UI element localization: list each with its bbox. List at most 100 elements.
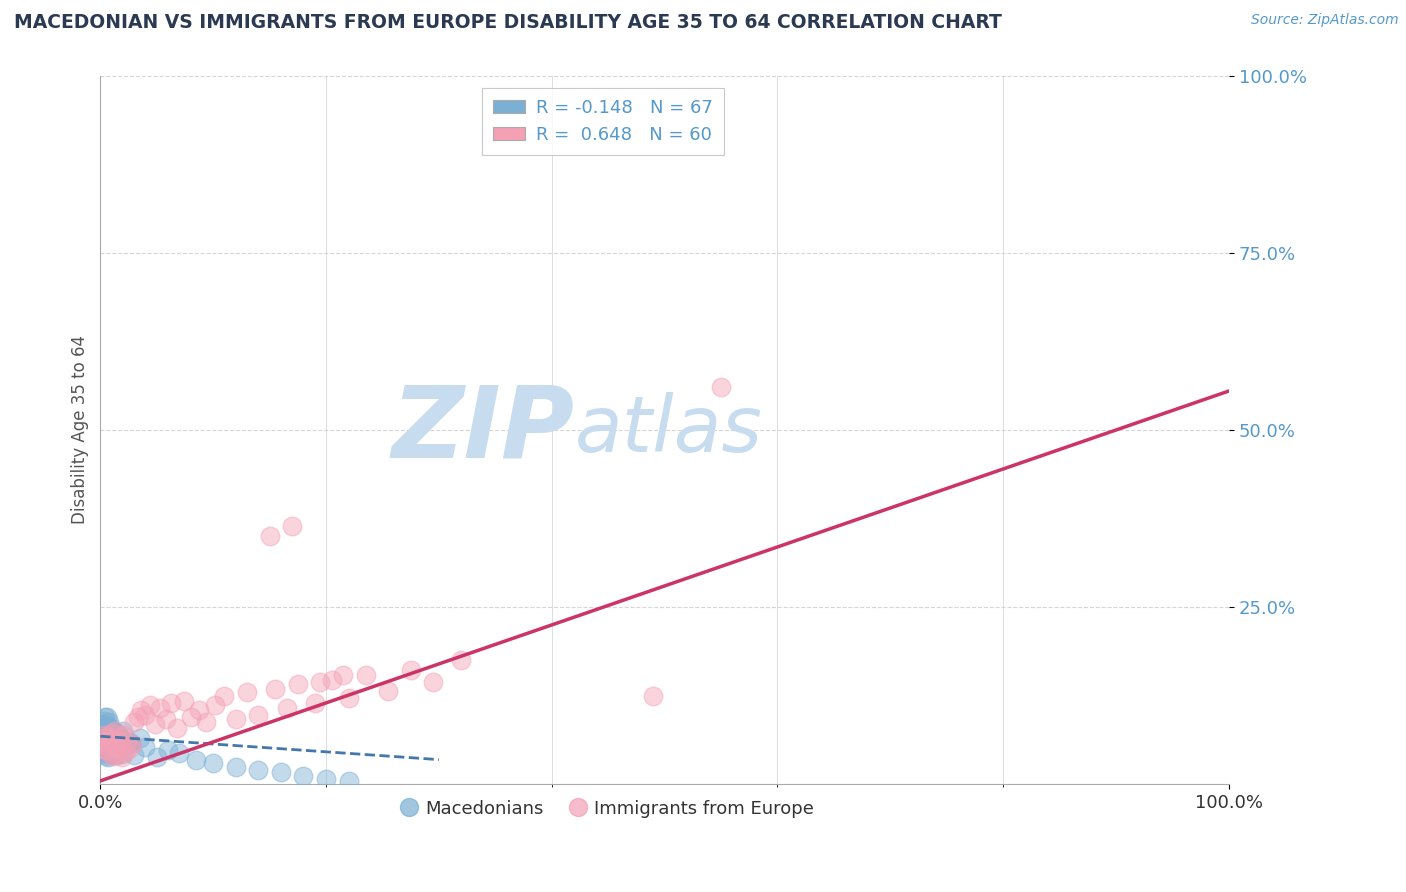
Point <box>96 722 118 736</box>
Point <box>108 739 131 753</box>
Point <box>96 743 118 757</box>
Point <box>214 689 236 703</box>
Point <box>93 724 115 739</box>
Point <box>149 701 172 715</box>
Point <box>100 747 122 761</box>
Point <box>120 736 142 750</box>
Point <box>134 708 156 723</box>
Point <box>93 746 115 760</box>
Point <box>225 760 247 774</box>
Point <box>90 735 112 749</box>
Point <box>121 737 143 751</box>
Point <box>103 729 125 743</box>
Point <box>127 710 149 724</box>
Point <box>118 740 141 755</box>
Point <box>104 725 127 739</box>
Point <box>292 769 315 783</box>
Point <box>173 694 195 708</box>
Point <box>281 518 304 533</box>
Point <box>91 742 114 756</box>
Point <box>143 717 166 731</box>
Point <box>105 731 128 745</box>
Point <box>94 733 117 747</box>
Point <box>93 740 115 755</box>
Point <box>103 736 125 750</box>
Point <box>93 729 115 743</box>
Point <box>321 673 343 687</box>
Point <box>180 710 202 724</box>
Point <box>94 721 117 735</box>
Point <box>309 674 332 689</box>
Point <box>90 721 112 735</box>
Point <box>236 685 259 699</box>
Point <box>332 667 354 681</box>
Point <box>105 747 128 762</box>
Point <box>98 729 121 743</box>
Point <box>93 714 115 728</box>
Point <box>91 731 114 746</box>
Point <box>104 724 127 739</box>
Point <box>166 721 188 735</box>
Point <box>94 743 117 757</box>
Point <box>100 732 122 747</box>
Point <box>111 750 134 764</box>
Point <box>110 730 132 744</box>
Point <box>111 723 134 738</box>
Point <box>276 701 298 715</box>
Point <box>103 742 125 756</box>
Point <box>304 696 326 710</box>
Point <box>100 733 122 747</box>
Point <box>110 732 132 747</box>
Point <box>287 677 309 691</box>
Point <box>315 772 337 786</box>
Point <box>117 735 139 749</box>
Point <box>94 739 117 753</box>
Point <box>422 674 444 689</box>
Point <box>134 739 156 754</box>
Point <box>94 731 117 746</box>
Point <box>117 735 139 749</box>
Point <box>101 726 124 740</box>
Point <box>91 717 114 731</box>
Point <box>155 712 177 726</box>
Point <box>225 712 247 726</box>
Point <box>100 723 122 738</box>
Text: Source: ZipAtlas.com: Source: ZipAtlas.com <box>1251 13 1399 28</box>
Point <box>195 714 218 729</box>
Text: atlas: atlas <box>574 392 762 468</box>
Point <box>105 737 128 751</box>
Point <box>96 733 118 747</box>
Point <box>91 728 114 742</box>
Y-axis label: Disability Age 35 to 64: Disability Age 35 to 64 <box>72 335 89 524</box>
Point <box>157 743 180 757</box>
Point <box>169 746 191 760</box>
Point <box>90 735 112 749</box>
Point <box>94 710 117 724</box>
Point <box>114 745 136 759</box>
Point <box>186 753 208 767</box>
Point <box>100 736 122 750</box>
Point <box>146 749 169 764</box>
Point <box>187 703 209 717</box>
Point <box>337 773 360 788</box>
Point <box>247 708 270 723</box>
Point <box>97 750 120 764</box>
Point <box>107 727 129 741</box>
Point <box>264 681 287 696</box>
Point <box>128 731 150 746</box>
Point <box>94 722 117 736</box>
Point <box>450 653 472 667</box>
Point <box>643 689 665 703</box>
Point <box>96 710 118 724</box>
Point <box>101 745 124 759</box>
Point <box>122 747 145 762</box>
Point <box>104 741 127 756</box>
Point <box>94 749 117 764</box>
Point <box>105 740 128 755</box>
Point <box>139 698 162 712</box>
Point <box>111 728 134 742</box>
Point <box>97 743 120 757</box>
Text: ZIP: ZIP <box>391 382 574 478</box>
Point <box>114 739 136 753</box>
Point <box>377 683 399 698</box>
